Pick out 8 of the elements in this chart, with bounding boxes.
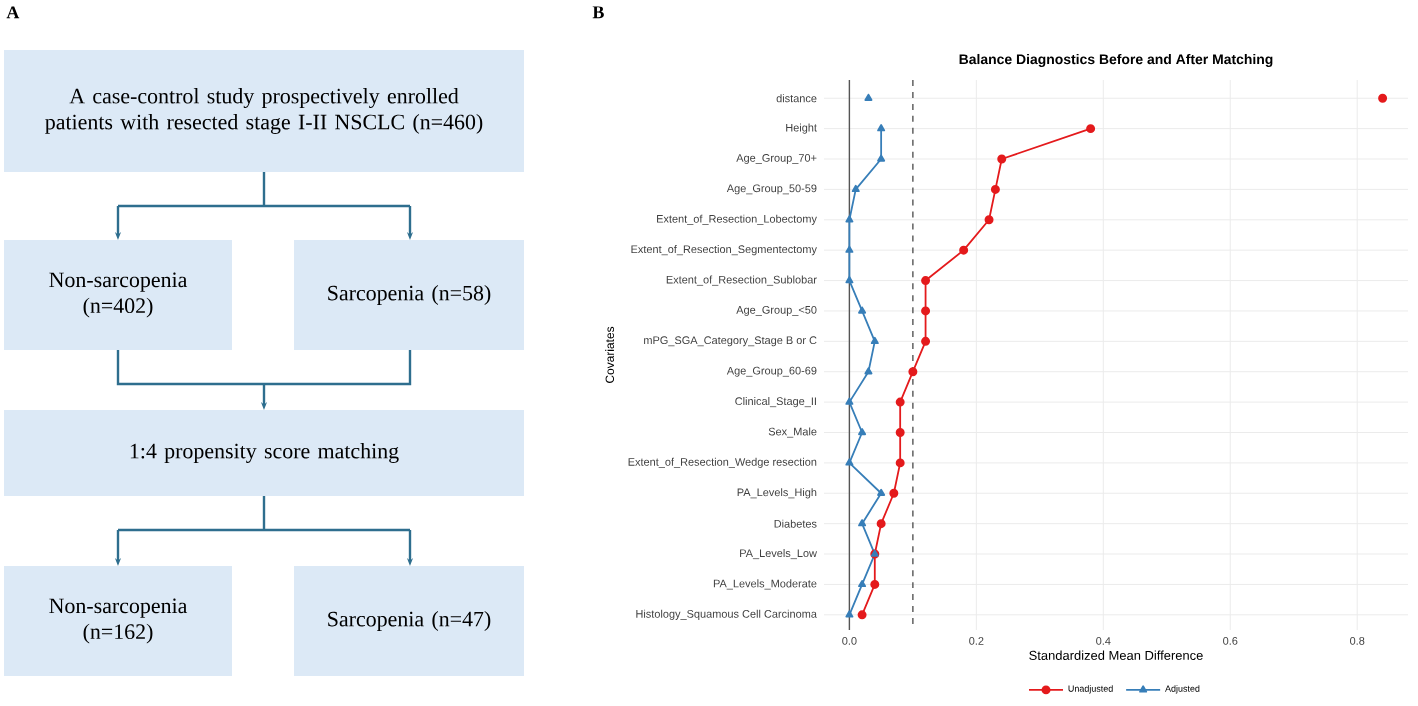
text: 1:4 propensity score matching (130, 443, 399, 463)
text: A (6, 6, 20, 19)
text: A case-control study prospectively enrolled patients with resected stage I-II NSCLC (n=460) (45, 88, 483, 134)
text: Non-sarcopenia (n=162) (49, 598, 188, 644)
text: Non-sarcopenia (n=402) (49, 272, 188, 318)
text: Sarcopenia (n=58) (328, 285, 491, 305)
text: Sarcopenia (n=47) (328, 611, 491, 631)
text: B (592, 6, 604, 19)
